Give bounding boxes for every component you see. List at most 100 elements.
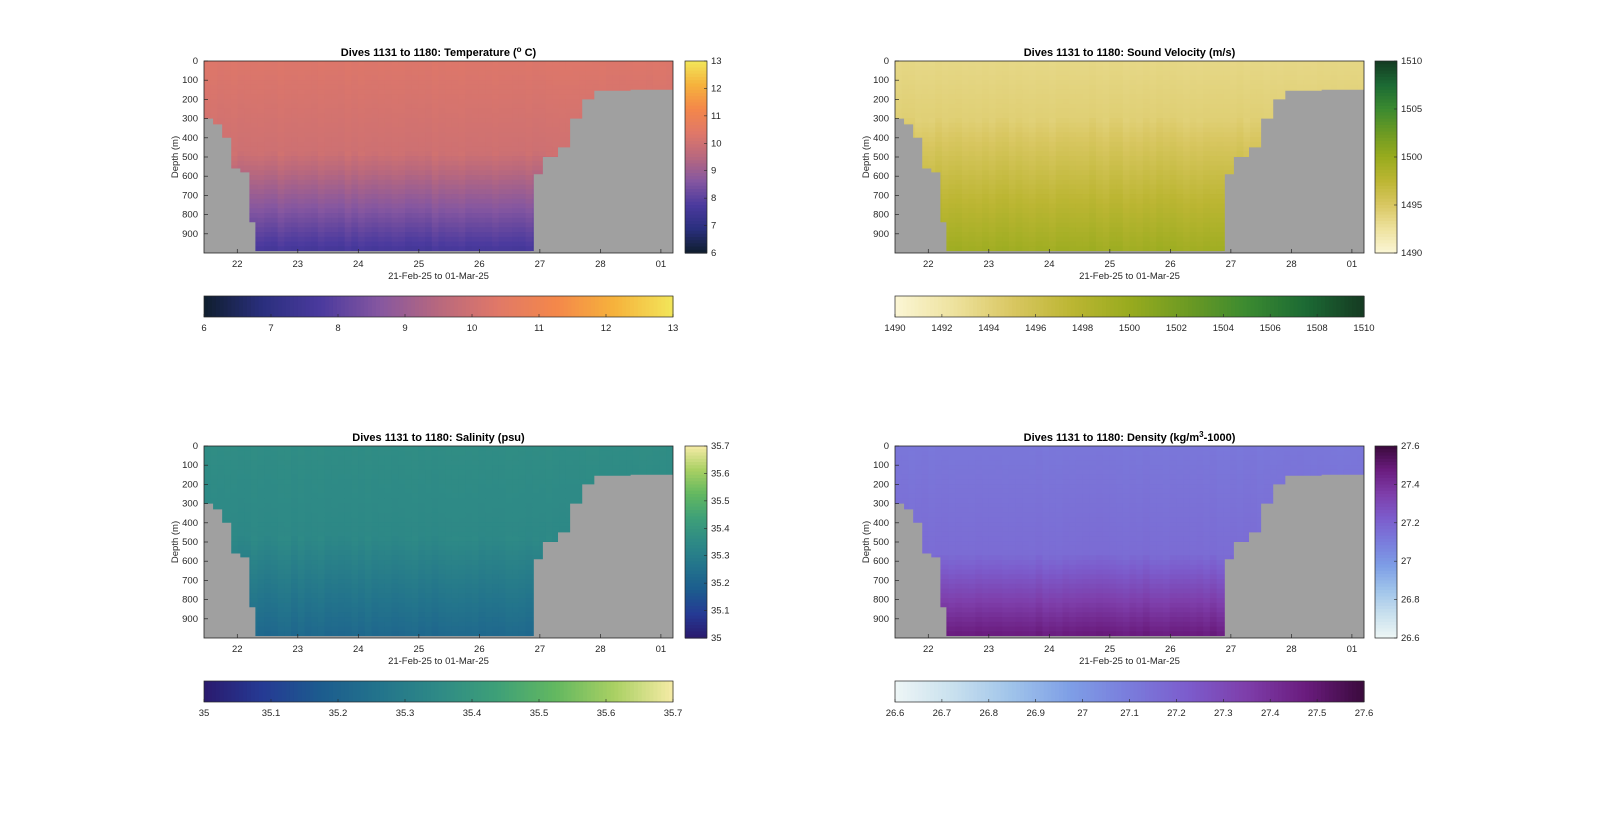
- heatmap-cell: [1123, 156, 1130, 161]
- heatmap-cell: [1130, 113, 1137, 118]
- heatmap-cell: [1009, 118, 1016, 123]
- heatmap-cell: [1163, 237, 1170, 242]
- heatmap-cell: [626, 71, 633, 76]
- heatmap-cell: [1163, 132, 1170, 137]
- heatmap-cell: [1150, 94, 1157, 99]
- heatmap-cell: [512, 180, 519, 185]
- heatmap-cell: [1197, 189, 1204, 194]
- heatmap-cell: [1076, 170, 1083, 175]
- heatmap-cell: [472, 199, 479, 204]
- heatmap-cell: [613, 75, 620, 80]
- heatmap-cell: [365, 194, 372, 199]
- heatmap-cell: [465, 99, 472, 104]
- heatmap-cell: [385, 246, 392, 251]
- heatmap-cell: [351, 118, 358, 123]
- heatmap-cell: [318, 99, 325, 104]
- heatmap-cell: [1143, 223, 1150, 228]
- heatmap-cell: [1049, 123, 1056, 128]
- heatmap-cell: [506, 185, 513, 190]
- heatmap-cell: [325, 128, 332, 133]
- heatmap-cell: [962, 128, 969, 133]
- heatmap-cell: [264, 151, 271, 156]
- heatmap-cell: [996, 85, 1003, 90]
- heatmap-cell: [305, 180, 312, 185]
- heatmap-cell: [392, 237, 399, 242]
- heatmap-cell: [1163, 170, 1170, 175]
- heatmap-cell: [1089, 66, 1096, 71]
- heatmap-cell: [1136, 123, 1143, 128]
- heatmap-cell: [922, 113, 929, 118]
- heatmap-cell: [935, 123, 942, 128]
- heatmap-cell: [305, 204, 312, 209]
- heatmap-cell: [305, 166, 312, 171]
- heatmap-cell: [1002, 75, 1009, 80]
- heatmap-cell: [271, 246, 278, 251]
- heatmap-cell: [291, 137, 298, 142]
- heatmap-cell: [251, 104, 258, 109]
- colorbar-segment: [622, 296, 627, 317]
- heatmap-cell: [1029, 232, 1036, 237]
- heatmap-cell: [982, 137, 989, 142]
- heatmap-cell: [982, 232, 989, 237]
- heatmap-cell: [1130, 246, 1137, 251]
- heatmap-cell: [1210, 109, 1217, 114]
- colorbar-segment: [407, 296, 412, 317]
- heatmap-cell: [1150, 194, 1157, 199]
- heatmap-cell: [996, 113, 1003, 118]
- heatmap-cell: [929, 90, 936, 95]
- heatmap-cell: [573, 66, 580, 71]
- heatmap-cell: [338, 85, 345, 90]
- heatmap-cell: [365, 90, 372, 95]
- heatmap-cell: [284, 142, 291, 147]
- heatmap-cell: [211, 80, 218, 85]
- heatmap-cell: [485, 128, 492, 133]
- heatmap-cell: [935, 142, 942, 147]
- colorbar-segment: [638, 296, 643, 317]
- heatmap-cell: [1103, 85, 1110, 90]
- heatmap-cell: [338, 242, 345, 247]
- heatmap-cell: [949, 137, 956, 142]
- heatmap-cell: [425, 142, 432, 147]
- heatmap-cell: [532, 113, 539, 118]
- heatmap-cell: [465, 71, 472, 76]
- heatmap-cell: [1083, 99, 1090, 104]
- heatmap-cell: [338, 218, 345, 223]
- heatmap-cell: [305, 75, 312, 80]
- heatmap-cell: [485, 94, 492, 99]
- heatmap-cell: [1083, 71, 1090, 76]
- heatmap-cell: [271, 170, 278, 175]
- heatmap-cell: [613, 80, 620, 85]
- heatmap-cell: [619, 75, 626, 80]
- heatmap-cell: [398, 246, 405, 251]
- heatmap-cell: [452, 237, 459, 242]
- heatmap-cell: [1076, 175, 1083, 180]
- heatmap-cell: [955, 204, 962, 209]
- heatmap-cell: [1022, 123, 1029, 128]
- heatmap-cell: [969, 151, 976, 156]
- heatmap-cell: [231, 90, 238, 95]
- heatmap-cell: [1163, 151, 1170, 156]
- heatmap-cell: [1049, 151, 1056, 156]
- heatmap-cell: [552, 85, 559, 90]
- heatmap-cell: [969, 113, 976, 118]
- heatmap-cell: [345, 147, 352, 152]
- heatmap-cell: [552, 142, 559, 147]
- heatmap-cell: [962, 246, 969, 251]
- heatmap-cell: [432, 218, 439, 223]
- heatmap-cell: [418, 132, 425, 137]
- heatmap-cell: [922, 123, 929, 128]
- heatmap-cell: [284, 147, 291, 152]
- heatmap-cell: [358, 99, 365, 104]
- heatmap-cell: [1096, 123, 1103, 128]
- heatmap-cell: [418, 118, 425, 123]
- heatmap-cell: [365, 142, 372, 147]
- heatmap-cell: [465, 104, 472, 109]
- heatmap-cell: [1130, 151, 1137, 156]
- heatmap-cell: [251, 213, 258, 218]
- colorbar-segment: [231, 296, 236, 317]
- heatmap-cell: [935, 147, 942, 152]
- heatmap-cell: [942, 94, 949, 99]
- heatmap-cell: [982, 213, 989, 218]
- heatmap-cell: [311, 185, 318, 190]
- heatmap-cell: [472, 147, 479, 152]
